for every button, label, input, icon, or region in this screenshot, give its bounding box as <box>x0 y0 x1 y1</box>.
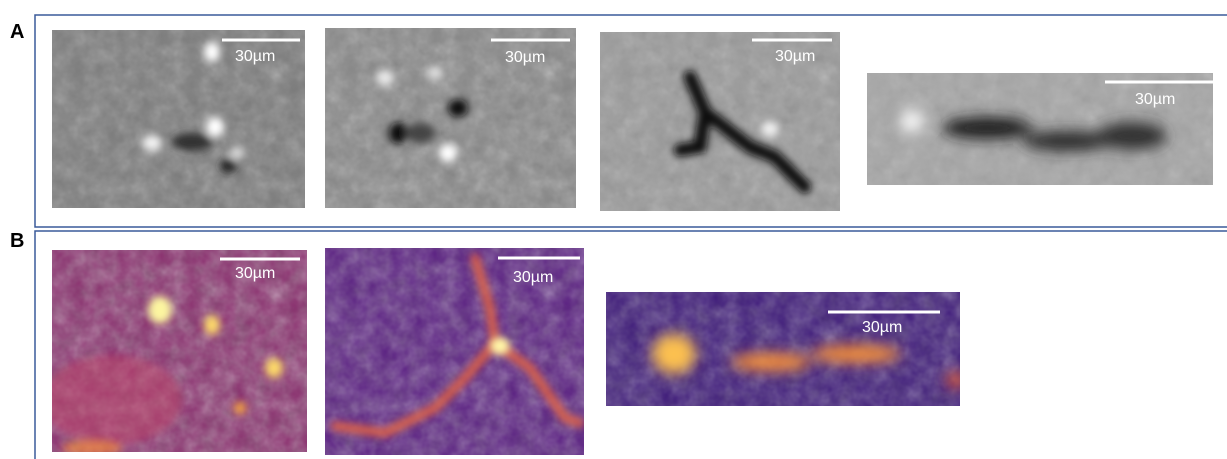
micrograph: 30µm <box>867 73 1213 185</box>
panel-label: B <box>10 230 24 252</box>
scale-label: 30µm <box>862 319 902 336</box>
micrograph: 30µm <box>325 28 576 208</box>
fluorescence-image: 30µm <box>42 250 307 456</box>
figure: A B 30µm 30µm <box>0 0 1227 459</box>
scale-label: 30µm <box>513 269 553 286</box>
micrograph: 30µm <box>52 30 305 208</box>
fluorescence-image: 30µm <box>606 292 966 406</box>
panel-label: A <box>10 21 24 43</box>
scale-label: 30µm <box>1135 91 1175 108</box>
micrograph: 30µm <box>600 32 840 211</box>
scale-label: 30µm <box>505 49 545 66</box>
fluorescence-image: 30µm <box>325 248 584 455</box>
scale-label: 30µm <box>775 48 815 65</box>
scale-label: 30µm <box>235 48 275 65</box>
scale-label: 30µm <box>235 265 275 282</box>
